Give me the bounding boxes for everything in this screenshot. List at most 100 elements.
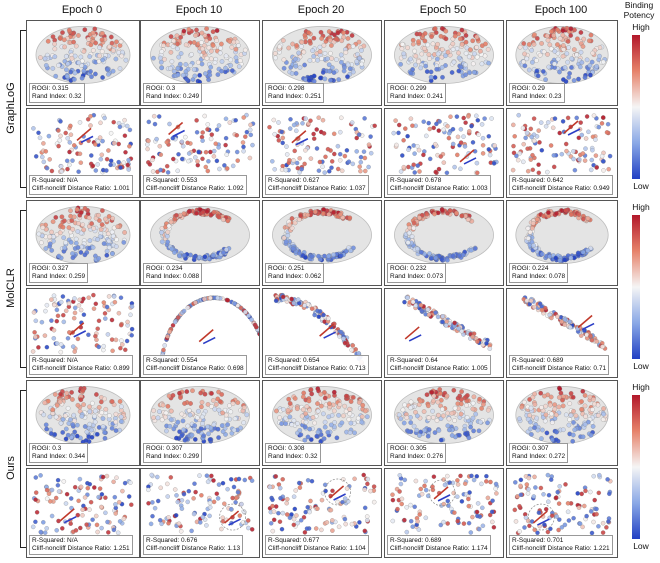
molecule-point	[87, 54, 93, 59]
molecule-point	[90, 48, 96, 53]
molecule-point	[362, 528, 368, 534]
molecule-point	[33, 497, 38, 502]
molecule-point	[484, 479, 489, 484]
molecule-point	[67, 149, 72, 155]
molecule-point	[490, 519, 495, 525]
molecule-point	[401, 164, 407, 170]
molecule-point	[314, 433, 320, 439]
molecule-point	[123, 150, 128, 155]
molecule-point	[398, 169, 404, 174]
molecule-point	[592, 497, 597, 503]
molecule-point	[175, 72, 181, 78]
molecule-point	[470, 400, 476, 406]
column-title-epoch-0: Epoch 0	[61, 4, 103, 16]
molecule-point	[61, 312, 66, 318]
metric-line-1: ROGI: 0.232	[390, 265, 427, 272]
molecule-point	[128, 312, 133, 318]
molecule-point	[150, 169, 156, 174]
molecule-point	[90, 163, 96, 169]
molecule-point	[164, 163, 170, 169]
molecule-point	[126, 167, 131, 172]
molecule-point	[528, 298, 534, 304]
clustering-panel-graphlog-epoch-2: ROGI: 0.298 Rand Index: 0.251	[262, 20, 382, 106]
molecule-point	[438, 437, 444, 443]
metric-line-2: Cliff-noncliff Distance Ratio: 0.899	[32, 365, 130, 372]
molecule-point	[555, 27, 560, 33]
molecule-point	[597, 472, 602, 478]
molecule-point	[49, 248, 55, 253]
molecule-point	[186, 209, 192, 215]
cliff-scatter-plot	[390, 473, 500, 535]
molecule-point	[331, 70, 337, 75]
metric-line-2: Cliff-noncliff Distance Ratio: 1.092	[146, 185, 244, 192]
molecule-point	[347, 215, 353, 221]
molecule-point	[397, 489, 402, 494]
molecule-point	[186, 158, 191, 164]
molecule-point	[607, 491, 612, 497]
molecule-point	[307, 38, 313, 44]
molecule-point	[489, 509, 495, 515]
molecule-point	[188, 401, 193, 406]
molecule-point	[199, 404, 204, 410]
molecule-point	[458, 411, 464, 417]
molecule-point	[539, 148, 545, 153]
molecule-point	[344, 486, 350, 491]
molecule-point	[461, 521, 467, 526]
molecule-point	[227, 403, 232, 408]
molecule-point	[112, 494, 118, 500]
molecule-point	[471, 477, 477, 483]
molecule-point	[206, 45, 212, 51]
molecule-point	[185, 305, 191, 310]
molecule-point	[601, 168, 606, 173]
molecule-point	[165, 494, 170, 499]
molecule-point	[463, 72, 468, 78]
molecule-point	[183, 134, 188, 140]
molecule-point	[512, 134, 517, 139]
molecule-point	[326, 62, 332, 68]
molecule-point	[287, 414, 293, 420]
molecule-point	[169, 59, 175, 64]
molecule-point	[76, 498, 81, 504]
molecule-point	[60, 30, 65, 35]
molecule-point	[424, 211, 430, 217]
molecule-point	[209, 473, 214, 479]
molecule-point	[430, 408, 435, 414]
molecule-point	[70, 226, 76, 232]
molecule-point	[362, 155, 368, 161]
molecule-point	[408, 420, 414, 425]
molecule-point	[319, 36, 324, 41]
molecule-point	[44, 487, 50, 493]
clustering-scatter-plot	[272, 206, 372, 264]
molecule-point	[471, 69, 477, 75]
molecule-point	[470, 514, 475, 520]
molecule-point	[94, 392, 99, 397]
molecule-point	[584, 513, 589, 519]
molecule-point	[440, 74, 445, 80]
molecule-point	[167, 423, 173, 429]
molecule-point	[99, 222, 105, 227]
molecule-point	[447, 208, 453, 214]
molecule-point	[474, 113, 479, 119]
molecule-point	[63, 53, 69, 59]
molecule-point	[526, 487, 531, 492]
molecule-point	[94, 431, 100, 437]
molecule-point	[391, 130, 396, 136]
molecule-point	[154, 136, 159, 142]
molecule-point	[418, 65, 424, 71]
molecule-point	[93, 301, 99, 307]
molecule-point	[122, 117, 127, 123]
molecule-point	[287, 222, 292, 228]
metric-line-1: ROGI: 0.308	[268, 445, 305, 452]
molecule-point	[306, 77, 312, 83]
molecule-point	[566, 74, 572, 80]
molecule-point	[408, 70, 414, 76]
molecule-point	[530, 59, 535, 65]
molecule-point	[434, 418, 440, 423]
molecule-point	[415, 413, 420, 419]
molecule-point	[423, 487, 429, 493]
molecule-point	[174, 493, 179, 498]
molecule-point	[530, 167, 536, 173]
molecule-point	[170, 323, 176, 328]
cliff-metrics: R-Squared: 0.642 Cliff-noncliff Distance …	[509, 175, 613, 195]
molecule-point	[331, 131, 337, 137]
